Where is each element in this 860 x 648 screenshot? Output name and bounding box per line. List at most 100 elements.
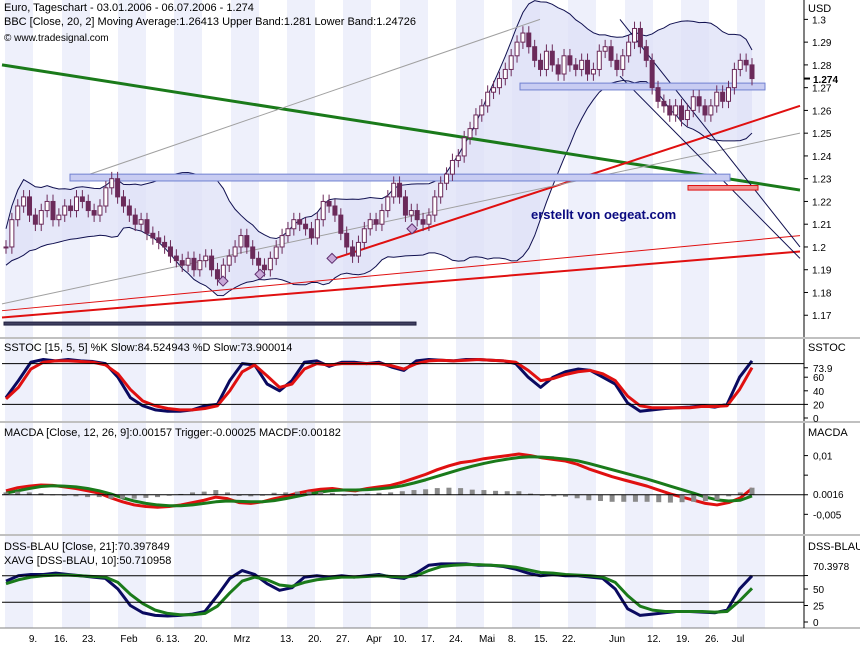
candle-body (279, 235, 285, 248)
sstoc-title: SSTOC [15, 5, 5] %K Slow:84.524943 %D Sl… (4, 342, 292, 354)
candle-body (579, 59, 585, 70)
candle-body (520, 32, 526, 43)
candle-body (79, 196, 85, 202)
histogram-bar (201, 491, 207, 495)
sstoc-last-label: 73.9 (813, 364, 833, 375)
down-channel-upper (619, 19, 801, 248)
candle-body (250, 246, 256, 259)
candle-body (338, 214, 344, 234)
y-tick-label: -0,005 (813, 510, 842, 521)
candle-body (573, 64, 579, 70)
watermark: erstellt von oegeat.com (531, 207, 676, 222)
candle-body (3, 246, 9, 249)
y-tick-label: 1.18 (812, 288, 832, 299)
candle-body (526, 32, 532, 48)
pivot-diamond (254, 268, 266, 280)
candle-body (661, 100, 667, 107)
green-trendline (1, 63, 801, 192)
week-band (343, 0, 371, 628)
candle-body (273, 246, 279, 259)
candle-body (502, 68, 508, 80)
histogram-bar (26, 492, 32, 495)
candle-body (408, 210, 414, 216)
x-tick-label: 26. (705, 634, 719, 645)
y-tick-label: 0,01 (813, 452, 833, 463)
candle-body (191, 257, 197, 271)
candle-body (256, 257, 262, 266)
x-tick-label: Feb (120, 634, 138, 645)
price-last-label: 1.274 (813, 75, 838, 86)
candle-body (402, 196, 408, 216)
candle-body (361, 228, 367, 243)
red-trendline-thin (1, 235, 801, 312)
macd-last-label: 0.0016 (813, 490, 844, 501)
histogram-bar (271, 492, 277, 495)
candle-body (397, 182, 403, 198)
week-band (400, 0, 428, 628)
candle-body (344, 232, 350, 248)
candle-body (737, 59, 743, 70)
candle-body (103, 187, 109, 207)
x-tick-label: 6. (156, 634, 164, 645)
candle-body (391, 182, 397, 198)
candle-body (567, 55, 573, 66)
x-tick-label: 22. (562, 634, 576, 645)
candle-body (326, 200, 332, 207)
candle-body (373, 219, 379, 225)
candle-body (68, 205, 74, 212)
candle-body (461, 137, 467, 157)
histogram-bar (423, 489, 429, 495)
histogram-bar (446, 487, 452, 495)
macd-line (5, 452, 753, 509)
sstoc-axis-title: SSTOC (808, 342, 846, 354)
candle-body (702, 105, 708, 116)
histogram-bar (563, 494, 568, 497)
candle-body (185, 257, 191, 266)
candle-body (420, 219, 426, 225)
x-tick-label: 8. (508, 634, 516, 645)
price-axis-title: USD (808, 3, 831, 15)
candle-body (684, 109, 690, 121)
histogram-bar (609, 494, 615, 502)
histogram-bar (434, 488, 440, 495)
candle-body (97, 205, 103, 216)
histogram-bar (516, 491, 522, 495)
y-tick-label: 1.26 (812, 106, 832, 117)
candle-body (491, 87, 497, 93)
candle-body (596, 50, 602, 70)
candle-body (285, 228, 291, 237)
histogram-bar (329, 492, 335, 495)
sstoc-panel (2, 358, 804, 413)
histogram-bar (248, 494, 254, 497)
candle-body (690, 96, 696, 111)
y-tick-label: 1.23 (812, 175, 832, 186)
histogram-bar (551, 494, 557, 497)
candle-body (620, 55, 626, 70)
xavg-title: XAVG [DSS-BLAU, 10]:50.710958 (4, 555, 171, 567)
macd-trigger-line (5, 455, 753, 508)
histogram-bar (96, 494, 102, 498)
candle-body (26, 196, 32, 216)
background-bands (5, 0, 765, 628)
y-tick-label: 1.17 (812, 311, 832, 322)
x-tick-label: 20. (308, 634, 322, 645)
histogram-bar (364, 493, 370, 495)
candle-body (667, 105, 673, 116)
candle-body (73, 196, 79, 212)
week-band (456, 0, 484, 628)
dss-panel (2, 562, 804, 618)
histogram-bar (399, 491, 405, 495)
bollinger-upper-line (5, 0, 753, 240)
histogram-bar (493, 490, 499, 495)
histogram-bar (597, 494, 603, 502)
x-tick-label: Jul (732, 634, 745, 645)
candle-body (261, 264, 267, 271)
candle-body (514, 41, 520, 57)
histogram-bar (586, 494, 592, 501)
x-tick-label: 23. (82, 634, 96, 645)
red-trendline-long (1, 250, 801, 319)
candle-body (561, 55, 567, 75)
price-panel (1, 0, 801, 326)
candle-body (355, 241, 361, 257)
histogram-bar (236, 494, 242, 496)
